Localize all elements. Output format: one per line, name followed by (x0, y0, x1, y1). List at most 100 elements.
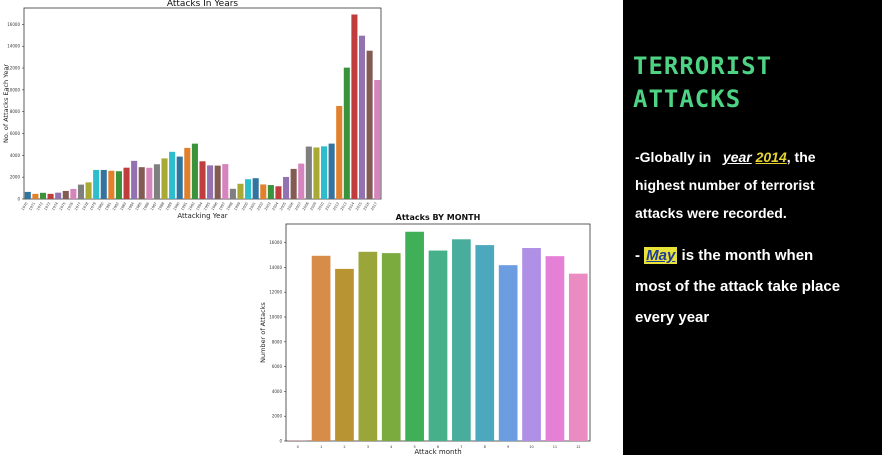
note-month: - May is the month when most of the atta… (635, 240, 875, 333)
x-tick-label: 1973 (44, 202, 52, 212)
y-tick-label: 6000 (10, 131, 21, 136)
x-tick-label: 1980 (97, 202, 105, 212)
x-tick-label: 2016 (363, 202, 371, 212)
bar-2007 (298, 163, 305, 199)
x-tick-label: 1985 (135, 202, 143, 212)
bar-2010 (320, 146, 328, 199)
bar-1972 (39, 192, 47, 199)
bar-1973 (47, 193, 54, 199)
bar-1986 (146, 167, 153, 199)
chart-title: Attacks BY MONTH (396, 213, 481, 222)
x-tick-label: 1978 (82, 202, 90, 212)
bar-2008 (305, 146, 312, 199)
x-tick-label: 2003 (264, 202, 272, 212)
panel-title: TERRORIST ATTACKS (633, 50, 772, 116)
x-tick-label: 2002 (256, 202, 264, 212)
bar-1998 (229, 188, 236, 199)
x-tick-label: 2008 (302, 202, 310, 212)
y-tick-label: 2000 (272, 414, 283, 419)
bar-1996 (214, 165, 221, 199)
bar-2016 (366, 50, 373, 200)
bar-1994 (199, 161, 206, 199)
x-axis-label: Attacking Year (177, 212, 227, 220)
note2-prefix: - (635, 247, 640, 264)
x-tick-label: 6 (437, 445, 439, 449)
chart-attacks-in-years: Attacks In Years 0 2000 4000 6000 8000 10000 12… (2, 0, 382, 220)
bar-5 (405, 231, 424, 441)
bar-2015 (358, 35, 366, 200)
bar-3 (358, 251, 378, 441)
x-tick-label: 1982 (112, 202, 120, 212)
bar-2017 (374, 80, 381, 199)
x-tick-label: 1976 (66, 202, 74, 212)
y-tick-label: 4000 (272, 389, 283, 394)
x-tick-label: 1994 (195, 201, 203, 211)
y-axis-label: Number of Attacks (259, 302, 267, 363)
x-tick-label: 1999 (233, 202, 241, 212)
bar-10 (522, 248, 541, 441)
x-tick-label: 1972 (36, 202, 44, 212)
y-tick-label: 6000 (272, 364, 283, 369)
bar-1975 (62, 190, 69, 199)
note2-month: May (644, 247, 678, 264)
x-tick-label: 2004 (271, 201, 279, 211)
bar-1971 (32, 193, 39, 199)
note1-year-value: 2014 (755, 149, 787, 165)
bar-1974 (55, 192, 62, 199)
x-tick-label: 11 (553, 445, 557, 449)
bar-1999 (237, 183, 244, 199)
bar-1 (311, 255, 331, 441)
x-tick-label: 0 (297, 445, 299, 449)
x-tick-label: 12 (576, 445, 580, 449)
bar-1981 (108, 170, 115, 199)
bar-1985 (138, 167, 145, 199)
bar-2000 (245, 179, 252, 199)
y-tick-label: 12000 (7, 66, 20, 71)
y-tick-label: 0 (17, 197, 20, 202)
x-tick-label: 2011 (325, 202, 333, 212)
bar-1989 (169, 151, 176, 199)
x-tick-label: 1971 (28, 202, 36, 212)
x-tick-label: 1983 (119, 202, 127, 212)
x-tick-label: 1988 (157, 202, 165, 212)
x-tick-label: 1998 (226, 202, 234, 212)
y-axis-label: No. of Attacks Each Year (2, 64, 10, 143)
bar-7 (452, 239, 471, 441)
bar-1988 (161, 158, 168, 199)
x-tick-label: 2009 (309, 202, 317, 212)
bar-6 (428, 250, 448, 441)
x-tick-label: 1984 (127, 201, 135, 211)
panel-title-line1: TERRORIST (633, 52, 773, 80)
x-tick-label: 2014 (347, 201, 355, 211)
x-tick-label: 1979 (89, 202, 97, 212)
chart-title: Attacks In Years (167, 0, 239, 9)
x-tick-label: 5 (413, 445, 415, 449)
bar-1980 (100, 169, 107, 199)
bar-1983 (123, 167, 130, 199)
bar-2004 (275, 186, 282, 199)
y-tick-label: 14000 (7, 44, 20, 49)
bar-12 (568, 273, 588, 441)
bar-1970 (24, 191, 31, 199)
note2-line1-end: is the month when (677, 247, 814, 264)
x-tick-label: 1992 (188, 202, 196, 212)
x-tick-label: 2005 (279, 202, 287, 212)
x-tick-label: 1 (320, 445, 322, 449)
bar-11 (545, 256, 565, 441)
bar-2014 (351, 14, 358, 200)
note1-year-word: year (722, 149, 752, 165)
bar-2012 (336, 105, 343, 199)
bar-2 (335, 268, 354, 441)
bar-1987 (153, 164, 160, 199)
x-tick-label: 2000 (241, 202, 249, 212)
bar-2003 (267, 185, 274, 199)
bar-1990 (176, 156, 183, 199)
x-tick-label: 1996 (211, 202, 219, 212)
bar-2002 (260, 184, 267, 199)
x-tick-label: 10 (529, 445, 533, 449)
y-tick-label: 2000 (10, 175, 21, 180)
bar-1977 (77, 184, 85, 199)
x-tick-label: 1975 (59, 202, 67, 212)
x-tick-label: 7 (460, 445, 462, 449)
y-tick-label: 4000 (10, 153, 21, 158)
